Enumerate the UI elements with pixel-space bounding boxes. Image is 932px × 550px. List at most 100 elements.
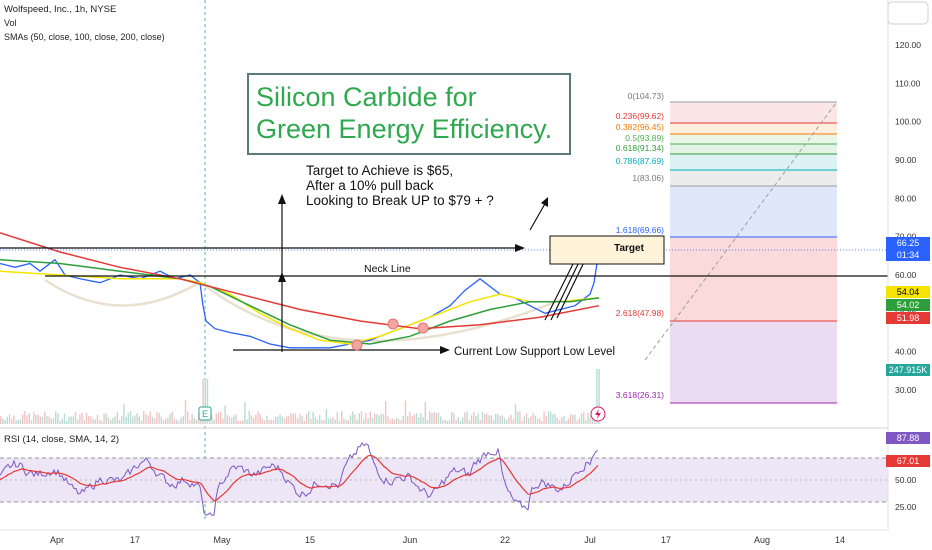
volume-bar xyxy=(178,420,180,424)
volume-bar xyxy=(558,420,561,424)
volume-bar xyxy=(83,420,85,424)
volume-bar xyxy=(594,419,596,424)
volume-bar xyxy=(217,412,220,424)
volume-bar xyxy=(143,411,145,424)
volume-bar xyxy=(338,420,341,424)
volume-bar xyxy=(435,413,437,424)
volume-bar xyxy=(123,404,125,424)
volume-bar xyxy=(466,411,468,424)
svg-text:E: E xyxy=(202,409,208,419)
volume-bar xyxy=(44,411,46,424)
volume-bar xyxy=(468,420,470,424)
vol-label: Vol xyxy=(4,18,17,28)
volume-bar xyxy=(563,415,565,424)
series-line-1 xyxy=(0,270,600,345)
volume-bar xyxy=(2,418,4,424)
volume-bar xyxy=(552,414,554,424)
volume-bar xyxy=(35,415,37,424)
volume-bar xyxy=(277,416,279,424)
series-line-2 xyxy=(0,258,600,345)
volume-bar xyxy=(462,417,464,424)
fib-label-2618: 2.618(47.98) xyxy=(616,308,664,318)
fib-label-05: 0.5(93.89) xyxy=(625,133,664,143)
target-text-3: Looking to Break UP to $79 + ? xyxy=(306,193,494,208)
volume-bar xyxy=(37,414,39,424)
fib-label-1: 1(83.06) xyxy=(632,173,664,183)
volume-bar xyxy=(519,411,521,424)
volume-bar xyxy=(39,416,41,424)
volume-bar xyxy=(266,415,268,424)
target-text-2: After a 10% pull back xyxy=(306,178,434,193)
volume-bar xyxy=(169,413,171,424)
volume-bar xyxy=(107,417,110,424)
price-badge-value: 51.98 xyxy=(897,313,920,323)
volume-bar xyxy=(325,409,327,424)
earnings-icon[interactable]: E xyxy=(198,406,212,421)
price-tick: 110.00 xyxy=(895,78,921,88)
time-tick: 14 xyxy=(835,535,845,545)
price-badge xyxy=(886,286,930,298)
price-badge-sub: 01:34 xyxy=(897,250,920,260)
volume-bar xyxy=(389,419,391,424)
chart-settings-button[interactable] xyxy=(887,1,929,25)
volume-bar xyxy=(404,400,407,424)
volume-bar xyxy=(431,413,433,424)
volume-bar xyxy=(103,413,105,424)
volume-bar xyxy=(426,420,429,424)
volume-bar xyxy=(187,411,189,424)
volume-bar xyxy=(116,411,118,424)
volume-bar xyxy=(484,414,486,424)
volume-bar xyxy=(101,420,103,424)
volume-bar xyxy=(336,412,338,424)
arrows xyxy=(278,194,588,354)
volume-bar xyxy=(343,418,345,424)
volume-bar xyxy=(455,419,457,424)
volume-bar xyxy=(288,416,290,424)
volume-bar xyxy=(79,414,81,424)
volume-bar xyxy=(52,418,55,424)
volume-bar xyxy=(354,414,356,424)
volume-bar xyxy=(160,416,162,424)
rsi-badge xyxy=(886,432,930,444)
volume-bar xyxy=(85,412,88,424)
price-tick: 30.00 xyxy=(895,385,917,395)
price-tick: 80.00 xyxy=(895,193,917,203)
volume-bar xyxy=(510,414,512,424)
price-badge xyxy=(886,312,930,324)
volume-bar xyxy=(167,417,169,424)
volume-bar xyxy=(189,420,191,424)
price-badge xyxy=(886,299,930,311)
symbol-title: Wolfspeed, Inc., 1h, NYSE xyxy=(4,4,116,15)
volume-bar xyxy=(68,416,70,424)
volume-bar xyxy=(545,416,547,424)
volume-bar xyxy=(334,419,336,424)
volume-bar xyxy=(19,419,22,424)
price-tick: 60.00 xyxy=(895,270,917,280)
volume-bar xyxy=(127,413,129,424)
volume-bar xyxy=(248,411,250,424)
volume-bar xyxy=(453,413,455,424)
sma-label: SMAs (50, close, 100, close, 200, close) xyxy=(4,32,165,42)
volume-bar xyxy=(591,416,594,424)
volume-bar xyxy=(118,419,121,424)
volume-bar xyxy=(158,412,160,424)
volume-bar xyxy=(112,418,114,424)
lightning-icon[interactable] xyxy=(590,406,606,422)
volume-bar xyxy=(374,413,376,424)
volume-bar xyxy=(224,405,226,424)
volume-bar xyxy=(525,413,528,424)
volume-bar xyxy=(521,420,523,424)
rsi-label: RSI (14, close, SMA, 14, 2) xyxy=(4,434,119,445)
volume-bar xyxy=(514,404,517,424)
volume-bar xyxy=(244,402,246,424)
fib-label-0382: 0.382(96.45) xyxy=(616,122,664,132)
volume-bar xyxy=(231,417,233,424)
volume-bar xyxy=(281,416,283,424)
volume-bar xyxy=(171,412,173,424)
volume-bar xyxy=(4,420,6,424)
price-tick: 90.00 xyxy=(895,155,917,165)
volume-bar xyxy=(41,416,44,424)
volume-bar xyxy=(134,415,136,424)
volume-bar xyxy=(382,414,385,424)
volume-bar xyxy=(356,419,358,424)
